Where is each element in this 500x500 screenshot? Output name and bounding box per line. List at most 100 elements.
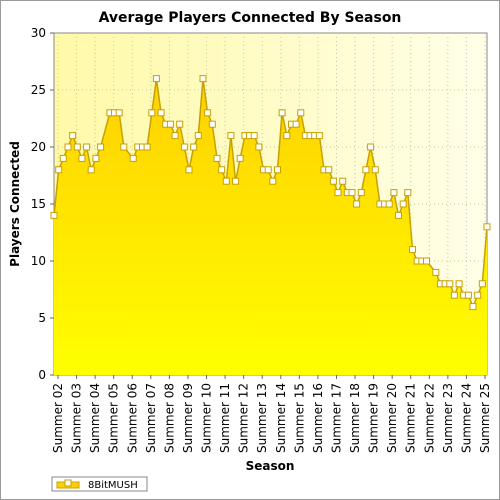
series-markers [50, 75, 491, 311]
y-tick-label: 20 [31, 140, 46, 154]
data-point [297, 109, 305, 117]
data-point [92, 154, 100, 162]
y-tick-label: 10 [31, 254, 46, 268]
x-axis-ticks: Summer 02 Summer 03 Summer 04 Summer 05 Summ… [51, 375, 492, 453]
data-point [171, 132, 179, 140]
x-tick-label: Summer 20 [385, 383, 399, 453]
data-point [329, 177, 337, 185]
data-point [446, 280, 454, 288]
data-point [218, 166, 226, 174]
data-point [148, 109, 156, 117]
data-point [55, 166, 63, 174]
x-tick-label: Summer 24 [459, 383, 473, 453]
data-point [120, 143, 128, 151]
x-tick-label: Summer 15 [292, 383, 306, 453]
data-point [185, 166, 193, 174]
x-tick-label: Summer 02 [51, 383, 65, 453]
legend-label: 8BitMUSH [88, 480, 138, 491]
y-axis-ticks: 0 5 10 15 20 25 30 [31, 26, 54, 382]
data-point [464, 291, 472, 299]
data-point [250, 132, 258, 140]
legend: 8BitMUSH [51, 476, 148, 492]
y-axis-title: Players Connected [8, 141, 22, 267]
data-point [227, 132, 235, 140]
data-point [204, 109, 212, 117]
x-tick-label: Summer 21 [404, 383, 418, 453]
x-tick-label: Summer 04 [88, 383, 102, 453]
data-point [236, 154, 244, 162]
data-point [176, 120, 184, 128]
x-tick-label: Summer 23 [441, 383, 455, 453]
data-point [450, 291, 458, 299]
data-point [50, 211, 58, 219]
data-point [83, 143, 91, 151]
data-point [404, 189, 412, 197]
y-tick-label: 5 [38, 311, 46, 325]
data-point [269, 177, 277, 185]
x-tick-label: Summer 22 [422, 383, 436, 453]
legend-marker [64, 479, 72, 487]
data-point [409, 246, 416, 254]
chart-title: Average Players Connected By Season [99, 10, 402, 26]
data-point [180, 143, 188, 151]
y-tick-label: 0 [38, 368, 46, 382]
data-point [69, 132, 77, 140]
y-tick-label: 25 [31, 83, 46, 97]
data-point [283, 132, 291, 140]
data-point [143, 143, 151, 151]
data-point [166, 120, 174, 128]
x-tick-label: Summer 11 [218, 383, 232, 453]
data-point [353, 200, 361, 208]
data-point [157, 109, 165, 117]
x-axis-title: Season [246, 459, 295, 473]
data-point [334, 189, 342, 197]
data-point [190, 143, 198, 151]
data-point [278, 109, 286, 117]
data-point [274, 166, 281, 174]
data-point [469, 303, 477, 311]
x-tick-label: Summer 03 [70, 383, 84, 453]
data-point [478, 280, 486, 288]
data-point [64, 143, 72, 151]
x-tick-label: Summer 19 [367, 383, 381, 453]
series-area [54, 78, 487, 375]
data-point [194, 132, 202, 140]
data-point [362, 166, 370, 174]
data-point [222, 177, 230, 185]
x-tick-label: Summer 07 [144, 383, 158, 453]
x-tick-label: Summer 18 [348, 383, 362, 453]
data-point [399, 200, 407, 208]
data-point [199, 75, 207, 83]
y-tick-label: 30 [31, 26, 46, 40]
data-point [97, 143, 105, 151]
data-point [385, 200, 393, 208]
data-point [390, 189, 398, 197]
data-point [129, 154, 137, 162]
x-tick-label: Summer 10 [200, 383, 214, 453]
data-point [87, 166, 95, 174]
data-point [73, 143, 81, 151]
data-point [115, 109, 123, 117]
x-tick-label: Summer 14 [274, 383, 288, 453]
data-point [357, 189, 365, 197]
data-point [213, 154, 221, 162]
x-tick-label: Summer 12 [237, 383, 251, 453]
data-point [232, 177, 240, 185]
x-tick-label: Summer 17 [329, 383, 343, 453]
x-tick-label: Summer 16 [311, 383, 325, 453]
data-point [59, 154, 67, 162]
data-point [474, 291, 482, 299]
data-point [292, 120, 300, 128]
x-tick-label: Summer 13 [255, 383, 269, 453]
x-tick-label: Summer 06 [125, 383, 139, 453]
data-point [432, 268, 440, 276]
data-point [367, 143, 375, 151]
x-tick-label: Summer 25 [478, 383, 492, 453]
data-point [483, 223, 491, 231]
x-tick-label: Summer 05 [107, 383, 121, 453]
data-point [455, 280, 463, 288]
data-point [255, 143, 263, 151]
data-point [371, 166, 379, 174]
y-tick-label: 15 [31, 197, 46, 211]
